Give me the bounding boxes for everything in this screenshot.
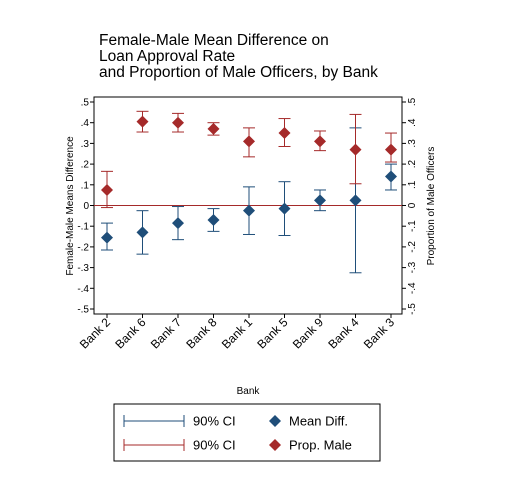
x-tick-label: Bank 3 <box>361 315 398 352</box>
right-tick-label: .2 <box>407 159 418 168</box>
left-tick-label: -.2 <box>77 242 89 253</box>
right-tick-label: -.5 <box>407 303 418 315</box>
mean-diff-point <box>136 226 149 239</box>
x-tick-label: Bank 6 <box>112 315 149 352</box>
x-axis-label: Bank <box>237 386 261 397</box>
legend-marker-entry: Mean Diff. <box>269 414 348 429</box>
right-axis: .5 .4 .3 .2 .1 0 -.1 -.2 -.3 -.4 -.5 <box>402 97 418 315</box>
x-tick-label: Bank 4 <box>325 315 362 352</box>
legend-ci-entry: 90% CI <box>123 438 236 453</box>
y-axis-label-left: Female-Male Means Difference <box>65 136 76 276</box>
right-tick-label: -.2 <box>407 241 418 253</box>
legend: 90% CI Mean Diff. 90% CI Prop. Male <box>113 403 381 462</box>
legend-ci-entry: 90% CI <box>123 414 236 429</box>
left-tick-label: .1 <box>81 180 90 191</box>
left-tick-label: .2 <box>81 160 90 171</box>
x-tick-label: Bank 8 <box>183 315 220 352</box>
left-tick-label: .5 <box>81 98 90 109</box>
legend-marker-entry: Prop. Male <box>269 438 352 453</box>
svg-text:Prop. Male: Prop. Male <box>289 438 352 453</box>
right-tick-label: .3 <box>407 139 418 148</box>
title-line-3: and Proportion of Male Officers, by Bank <box>99 64 378 81</box>
prop-male-point <box>385 143 397 156</box>
right-tick-label: -.4 <box>407 282 418 294</box>
prop-male-point <box>172 116 184 129</box>
mean-diff-point <box>278 202 291 215</box>
left-tick-label: .4 <box>81 118 90 129</box>
x-tick-label: Bank 7 <box>148 315 185 352</box>
right-tick-label: -.3 <box>407 261 418 273</box>
prop-male-point <box>278 127 291 140</box>
mean-diff-point <box>314 194 326 207</box>
x-tick-label: Bank 1 <box>219 315 256 352</box>
left-tick-label: 0 <box>83 201 89 212</box>
title-line-2: Loan Approval Rate <box>99 48 235 65</box>
prop-male-point <box>243 135 255 148</box>
svg-text:90% CI: 90% CI <box>193 414 236 429</box>
prop-male-point <box>314 135 326 148</box>
left-tick-label: -.5 <box>77 305 89 316</box>
right-tick-label: -.1 <box>407 220 418 232</box>
mean-diff-point <box>385 170 397 183</box>
x-tick-label: Bank 5 <box>254 315 291 352</box>
left-axis: .5 .4 .3 .2 .1 0 -.1 -.2 -.3 -.4 -.5 <box>77 98 94 316</box>
category-labels: Bank 2 Bank 6 Bank 7 Bank 8 Bank 1 Bank 5 Bank… <box>77 314 398 352</box>
title-line-1: Female-Male Mean Difference on <box>99 32 329 49</box>
legend-box <box>113 403 381 462</box>
right-tick-label: 0 <box>407 202 418 208</box>
left-tick-label: -.4 <box>77 284 89 295</box>
svg-text:90% CI: 90% CI <box>193 438 236 453</box>
mean-diff-point <box>243 204 255 217</box>
chart-title: Female-Male Mean Difference on Loan Appr… <box>99 32 378 81</box>
left-tick-label: -.1 <box>77 222 89 233</box>
prop-male-point <box>207 122 220 135</box>
right-tick-label: .4 <box>407 118 418 127</box>
mean-diff-point <box>207 213 220 226</box>
right-tick-label: .5 <box>407 97 418 106</box>
left-tick-label: .3 <box>81 139 90 150</box>
x-tick-label: Bank 2 <box>77 315 114 352</box>
right-tick-label: .1 <box>407 180 418 189</box>
y-axis-label-right: Proportion of Male Officers <box>426 147 437 266</box>
mean-diff-point <box>172 217 184 230</box>
mean-diff-point <box>101 231 113 244</box>
left-tick-label: -.3 <box>77 263 89 274</box>
prop-male-point <box>349 143 362 156</box>
mean-diff-point <box>349 194 362 207</box>
prop-male-point <box>101 183 113 196</box>
point-markers <box>101 115 397 244</box>
svg-text:Mean Diff.: Mean Diff. <box>289 414 348 429</box>
prop-male-point <box>136 115 149 128</box>
x-tick-label: Bank 9 <box>290 315 327 352</box>
